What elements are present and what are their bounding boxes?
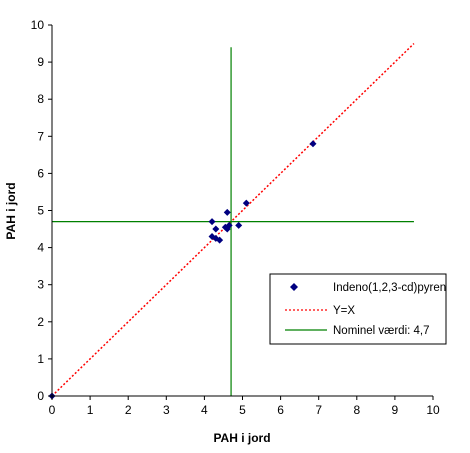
y-tick-label: 5: [37, 204, 44, 218]
legend-item-yx: Y=X: [285, 305, 355, 317]
legend-marker-diamond: [290, 283, 298, 291]
y-ticks: 0 1 2 3 4 5 6 7 8 9 10: [31, 18, 52, 403]
y-tick-label: 0: [37, 389, 44, 403]
x-tick-label: 5: [239, 403, 246, 417]
y-axis-title: PAH i jord: [4, 182, 18, 239]
x-ticks: 0 1 2 3 4 5 6 7 8 9 10: [49, 396, 440, 417]
legend-label-series: Indeno(1,2,3-cd)pyren: [333, 282, 446, 294]
x-tick-label: 6: [277, 403, 284, 417]
identity-line: [51, 43, 415, 397]
x-tick-label: 0: [49, 403, 56, 417]
x-tick-label: 4: [201, 403, 208, 417]
data-point: [212, 225, 220, 233]
data-point: [208, 218, 216, 226]
data-point: [225, 221, 233, 229]
y-tick-label: 8: [37, 92, 44, 106]
plot-lines: [51, 43, 415, 397]
plot-points: [48, 140, 317, 400]
legend-item-series: Indeno(1,2,3-cd)pyren: [290, 282, 446, 294]
y-tick-label: 3: [37, 278, 44, 292]
legend-item-nominal: Nominel værdi: 4,7: [285, 325, 430, 337]
legend-label-nominal: Nominel værdi: 4,7: [333, 325, 430, 337]
x-tick-label: 9: [392, 403, 399, 417]
legend-label-yx: Y=X: [333, 305, 355, 317]
x-tick-label: 2: [125, 403, 132, 417]
data-point: [309, 140, 317, 148]
y-tick-label: 7: [37, 129, 44, 143]
y-tick-label: 1: [37, 352, 44, 366]
data-point: [235, 221, 243, 229]
y-tick-label: 2: [37, 315, 44, 329]
legend: Indeno(1,2,3-cd)pyren Y=X Nominel værdi:…: [269, 273, 447, 345]
data-point: [216, 236, 224, 244]
x-tick-label: 8: [353, 403, 360, 417]
y-tick-label: 9: [37, 55, 44, 69]
y-tick-label: 10: [31, 18, 45, 32]
data-point: [223, 208, 231, 216]
data-point: [242, 199, 250, 207]
x-tick-label: 10: [426, 403, 440, 417]
y-tick-label: 4: [37, 241, 44, 255]
x-tick-label: 7: [315, 403, 322, 417]
x-tick-label: 3: [163, 403, 170, 417]
x-axis-title: PAH i jord: [213, 431, 270, 445]
x-tick-label: 1: [87, 403, 94, 417]
legend-box: [269, 273, 447, 345]
y-tick-label: 6: [37, 166, 44, 180]
